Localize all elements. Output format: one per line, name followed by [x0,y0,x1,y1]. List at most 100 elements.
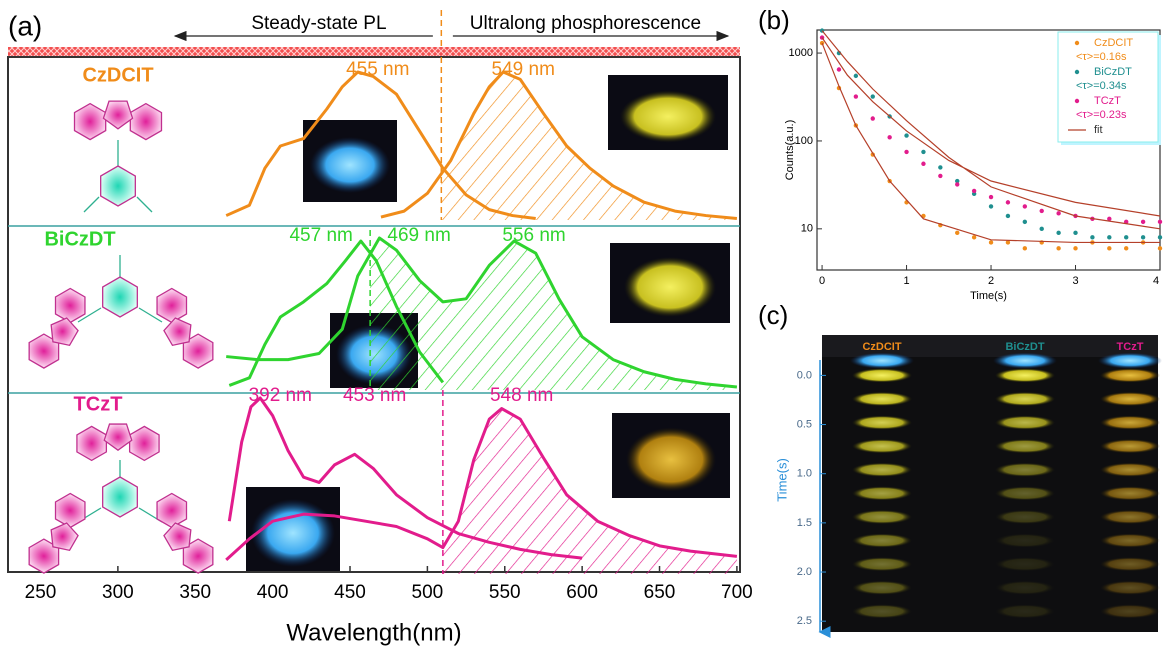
ring [163,522,192,552]
sample-glow [995,557,1055,572]
column-label: BiCzDT [1005,341,1044,353]
data-point [1124,235,1129,240]
ring [54,287,86,324]
x-tick-label: 2 [988,275,994,287]
data-point [988,204,994,209]
sample-glow [995,533,1055,548]
carbazole [156,287,214,369]
peak-label: 556 nm [502,225,565,246]
data-point [1005,200,1011,205]
x-tick-label: 350 [179,582,211,603]
sample-glow [852,509,912,524]
bond [83,196,100,213]
ring [100,165,136,207]
photo-sample [620,90,716,143]
ring [182,538,214,574]
x-tick-label: 1 [903,275,909,287]
data-point [988,194,994,200]
data-point [1140,219,1146,225]
legend-label: BiCzDT [1094,66,1132,78]
x-tick-label: 400 [257,582,289,603]
x-axis-label: Wavelength(nm) [286,619,461,646]
sample-glow [852,462,912,477]
peak-label: 549 nm [492,59,555,80]
data-point [955,178,960,184]
spectrum-line [380,70,738,221]
data-point [1073,230,1078,236]
peak-label: 453 nm [343,385,406,406]
y-axis-label: Time(s) [774,458,789,502]
arrow-label: Ultralong phosphorescence [470,13,701,34]
sample-glow [1100,391,1160,406]
sample-glow [852,557,912,572]
fit-line [821,30,1161,244]
ring [50,317,79,347]
panel-label: (b) [758,5,790,35]
data-point [1157,235,1163,240]
sample-glow [852,391,912,406]
sample-glow [852,486,912,501]
y-tick-label: 2.5 [797,615,812,627]
ring [102,276,138,318]
y-tick-label: 0.0 [797,369,812,381]
data-point [836,67,842,72]
data-point [1124,246,1129,251]
data-point [1022,246,1028,251]
peak-label: 457 nm [289,225,352,246]
image-header [822,335,1158,357]
x-tick-label: 650 [644,582,676,603]
legend-tau: <τ>=0.34s [1076,80,1127,92]
column-label: TCzT [1117,341,1144,353]
compound-name: CzDCIT [82,64,153,86]
hatch-area [370,238,737,390]
data-point [1039,226,1044,232]
sample-glow [995,462,1055,477]
sample-glow [995,509,1055,524]
peak-label: 548 nm [490,385,553,406]
photo-sample [310,137,390,193]
sample-glow [1100,368,1160,383]
sample-glow [995,604,1055,619]
ring [156,492,188,529]
bond [77,307,102,323]
y-tick-label: 1.5 [797,517,812,529]
photo-sample [624,257,716,317]
data-point [1005,213,1011,219]
hatch-area [442,408,737,574]
data-point [921,149,926,155]
sample-glow [995,368,1055,383]
y-tick-label: 0.5 [797,418,812,430]
ring [54,492,86,529]
x-tick-label: 600 [566,582,598,603]
ring [129,102,163,141]
data-point [870,116,875,121]
panel-b: (b) 10 100 1000 0 1 2 3 4 Time(s) Counts(a.u.) CzDC… [758,5,1163,302]
sample-glow [1100,509,1160,524]
ring [103,423,133,452]
legend-marker [1074,40,1080,46]
ring [76,425,108,462]
y-tick-label: 2.0 [797,566,812,578]
ring [182,333,214,369]
sample-glow [1100,415,1160,430]
sample-glow [995,415,1055,430]
data-point [921,161,926,166]
legend-label: fit [1094,124,1103,136]
data-point [1140,235,1146,240]
header-bar [8,47,740,57]
data-point [1005,240,1011,245]
sample-glow [852,604,912,619]
spectrum-line [226,236,738,389]
data-point [1056,211,1061,216]
sample-glow [852,533,912,548]
data-point [971,188,977,194]
sample-glow [1100,462,1160,477]
panel-label: (c) [758,300,788,330]
data-point [819,40,825,46]
sample-glow [1100,486,1160,501]
sample-glow [995,439,1055,454]
sample-glow [852,368,912,383]
sample-glow [995,391,1055,406]
frame [7,56,741,573]
sample-glow [852,580,912,595]
